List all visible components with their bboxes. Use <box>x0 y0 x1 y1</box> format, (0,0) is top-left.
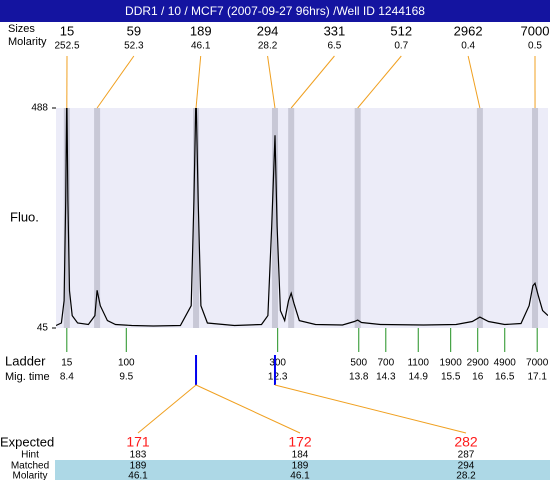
ladder-size: 300 <box>269 358 286 369</box>
peak-size: 189 <box>190 23 212 38</box>
table-cell: 46.1 <box>128 471 148 480</box>
ladder-size: 100 <box>118 358 135 369</box>
peak-molarity: 28.2 <box>258 41 278 52</box>
peak-size: 512 <box>390 23 412 38</box>
table-cell: 28.2 <box>456 471 476 480</box>
peak-band <box>94 108 101 328</box>
peak-connector <box>195 55 202 109</box>
table-cell: 287 <box>458 450 475 461</box>
mig-time: 16 <box>472 372 484 383</box>
mig-time: 8.4 <box>60 372 74 383</box>
peak-size: 7000 <box>521 23 550 38</box>
peak-size: 2962 <box>454 23 483 38</box>
mig-time: 16.5 <box>495 372 515 383</box>
peak-molarity: 52.3 <box>124 41 144 52</box>
row-label: Sizes <box>8 23 35 35</box>
plot-area <box>56 108 548 328</box>
table-cell: 46.1 <box>290 471 310 480</box>
peak-connector <box>96 55 135 109</box>
peak-band <box>532 108 539 328</box>
mig-time: 12.3 <box>268 372 288 383</box>
table-cell: 189 <box>292 461 309 472</box>
peak-molarity: 46.1 <box>191 41 211 52</box>
peak-molarity: 6.5 <box>327 41 341 52</box>
table-cell: 172 <box>288 434 312 450</box>
mig-time: 14.3 <box>376 372 396 383</box>
peak-band <box>63 108 70 328</box>
table-cell: 294 <box>458 461 475 472</box>
title-bar <box>0 0 550 22</box>
table-cell: 171 <box>126 434 150 450</box>
peak-size: 331 <box>324 23 346 38</box>
mig-time: 14.9 <box>409 372 429 383</box>
row-label: Hint <box>21 450 39 461</box>
ladder-size: 15 <box>61 358 73 369</box>
peak-molarity: 0.4 <box>461 41 475 52</box>
table-cell: 282 <box>454 434 478 450</box>
match-connector <box>274 384 467 434</box>
row-label: Molarity <box>12 471 47 480</box>
ladder-size: 2900 <box>467 358 490 369</box>
peak-connector <box>290 55 335 109</box>
peak-connector <box>467 55 481 109</box>
peak-connector <box>267 55 276 109</box>
y-tick-label: 488 <box>31 103 48 114</box>
mig-time: 9.5 <box>119 372 133 383</box>
match-connector <box>195 384 301 434</box>
peak-connector <box>357 55 402 109</box>
mig-time: 13.8 <box>349 372 369 383</box>
peak-band <box>354 108 361 328</box>
peak-size: 59 <box>127 23 141 38</box>
peak-molarity: 252.5 <box>54 41 79 52</box>
peak-band <box>288 108 295 328</box>
mig-time: 15.5 <box>441 372 461 383</box>
table-cell: 189 <box>130 461 147 472</box>
table-cell: 184 <box>292 450 309 461</box>
peak-band <box>193 108 200 328</box>
trace <box>56 108 548 327</box>
table-cell: 183 <box>130 450 147 461</box>
matched-band <box>55 460 550 480</box>
peak-band <box>476 108 483 328</box>
peak-size: 15 <box>60 23 74 38</box>
title: DDR1 / 10 / MCF7 (2007-09-27 96hrs) /Wel… <box>125 4 425 18</box>
peak-molarity: 0.7 <box>394 41 408 52</box>
peak-band <box>271 108 278 328</box>
row-label: Molarity <box>8 36 47 48</box>
row-label: Matched <box>11 461 49 472</box>
ladder-size: 700 <box>377 358 394 369</box>
row-label: Mig. time <box>5 371 50 383</box>
row-label: Ladder <box>5 353 46 368</box>
y-tick-label: 45 <box>37 323 49 334</box>
peak-size: 294 <box>257 23 279 38</box>
ladder-size: 500 <box>350 358 367 369</box>
peak-molarity: 0.5 <box>528 41 542 52</box>
y-axis-label: Fluo. <box>10 209 39 224</box>
ladder-size: 1100 <box>407 358 429 369</box>
ladder-size: 4900 <box>494 358 517 369</box>
mig-time: 17.1 <box>527 372 547 383</box>
ladder-size: 7000 <box>526 358 549 369</box>
row-label: Expected <box>0 434 54 449</box>
match-connector <box>137 384 197 434</box>
ladder-size: 1900 <box>440 358 463 369</box>
